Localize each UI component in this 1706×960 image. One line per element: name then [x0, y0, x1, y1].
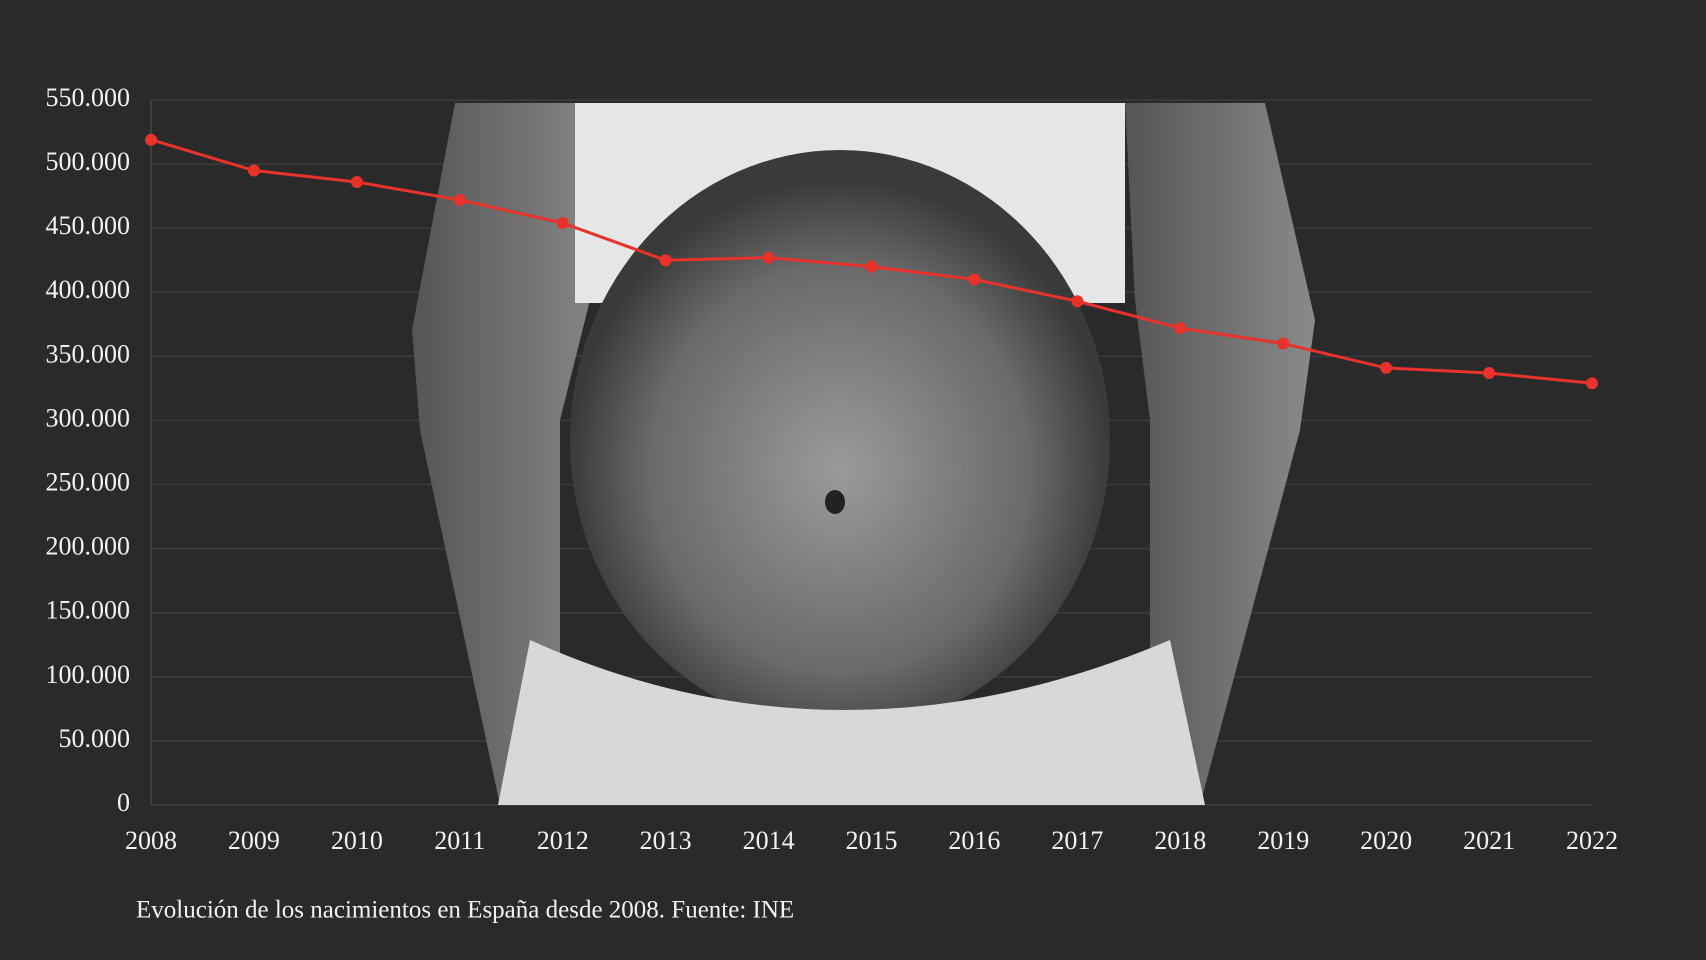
- x-tick-label: 2019: [1257, 826, 1309, 855]
- x-tick-label: 2018: [1154, 826, 1206, 855]
- photo: [412, 103, 1315, 805]
- right-arm: [1125, 103, 1315, 805]
- point: [1277, 337, 1290, 350]
- y-tick-label: 300.000: [46, 403, 131, 432]
- x-tick-label: 2022: [1566, 826, 1618, 855]
- point: [453, 193, 466, 206]
- point: [762, 251, 775, 264]
- navel: [825, 490, 845, 514]
- y-tick-label: 200.000: [46, 532, 131, 561]
- caption: Evolución de los nacimientos en España d…: [136, 897, 794, 924]
- point: [247, 164, 260, 177]
- point: [145, 133, 157, 146]
- point: [659, 254, 672, 267]
- point: [1380, 361, 1393, 374]
- left-arm: [412, 103, 615, 805]
- x-tick-label: 2013: [640, 826, 692, 855]
- x-tick-label: 2009: [228, 826, 280, 855]
- x-tick-label: 2012: [537, 826, 589, 855]
- point: [865, 260, 878, 273]
- x-tick-label: 2016: [948, 826, 1000, 855]
- belly: [570, 150, 1110, 730]
- y-tick-label: 550.000: [46, 83, 131, 112]
- y-tick-label: 450.000: [46, 211, 131, 240]
- y-tick-label: 250.000: [46, 468, 131, 497]
- y-tick-label: 50.000: [59, 724, 131, 753]
- y-tick-label: 400.000: [46, 275, 131, 304]
- axes: 0 50.000 100.000 150.000 200.000 250.000 300.0…: [46, 83, 1619, 855]
- y-tick-label: 350.000: [46, 339, 131, 368]
- x-tick-label: 2011: [434, 826, 485, 855]
- y-tick-label: 150.000: [46, 596, 131, 625]
- x-tick-label: 2020: [1360, 826, 1412, 855]
- x-tick-label: 2021: [1463, 826, 1515, 855]
- point: [1071, 295, 1084, 308]
- shorts: [498, 640, 1205, 805]
- point: [1174, 322, 1187, 335]
- x-tick-label: 2010: [331, 826, 383, 855]
- point: [1586, 377, 1598, 390]
- point: [968, 273, 981, 286]
- y-tick-label: 100.000: [46, 660, 131, 689]
- point: [350, 176, 363, 189]
- x-tick-label: 2015: [846, 826, 898, 855]
- point: [556, 217, 569, 230]
- point: [1483, 367, 1496, 380]
- x-tick-label: 2008: [125, 826, 177, 855]
- y-tick-label: 500.000: [46, 147, 131, 176]
- y-tick-label: 0: [117, 788, 130, 817]
- x-tick-label: 2017: [1051, 826, 1103, 855]
- x-tick-label: 2014: [743, 826, 795, 855]
